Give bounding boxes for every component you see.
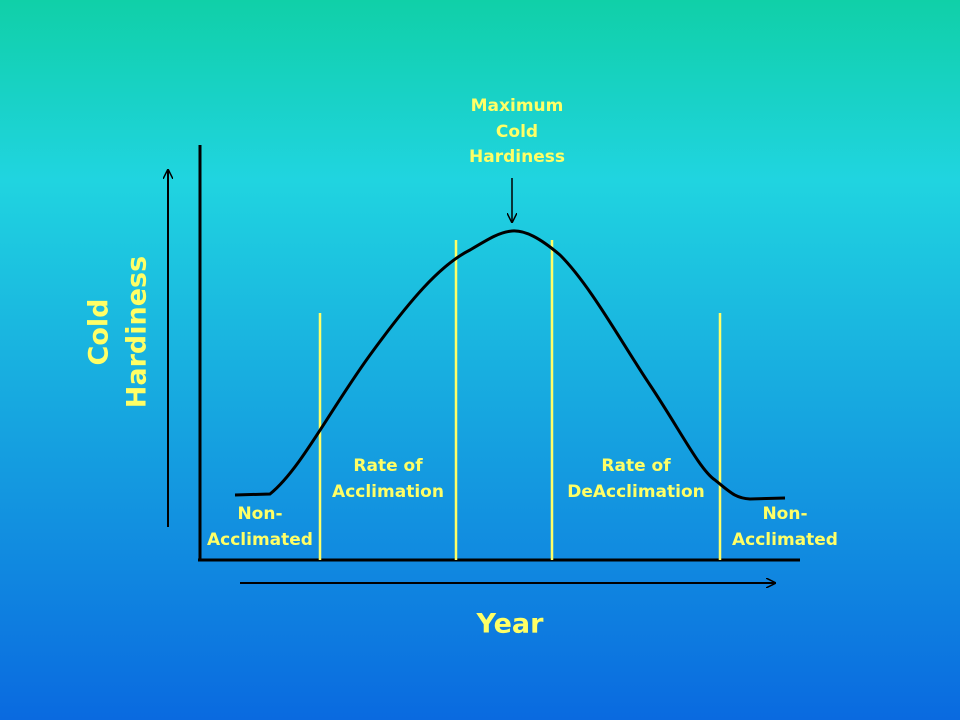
peak-label: Maximum [471,96,564,116]
phase-label: Non- [762,504,807,524]
phase-label: Acclimated [207,530,313,550]
peak-label: Hardiness [469,147,565,167]
x-axis-label: Year [476,609,545,640]
y-axis-label: Hardiness [122,256,153,408]
hardiness-curve [234,229,786,501]
phase-label: Rate of [353,456,423,476]
phase-label: Acclimation [332,482,444,502]
phase-label: Rate of [601,456,671,476]
phase-label: Non- [237,504,282,524]
phase-label: DeAcclimation [567,482,705,502]
phase-label: Acclimated [732,530,838,550]
peak-label: Cold [496,122,538,142]
y-axis-label: Cold [84,299,115,366]
